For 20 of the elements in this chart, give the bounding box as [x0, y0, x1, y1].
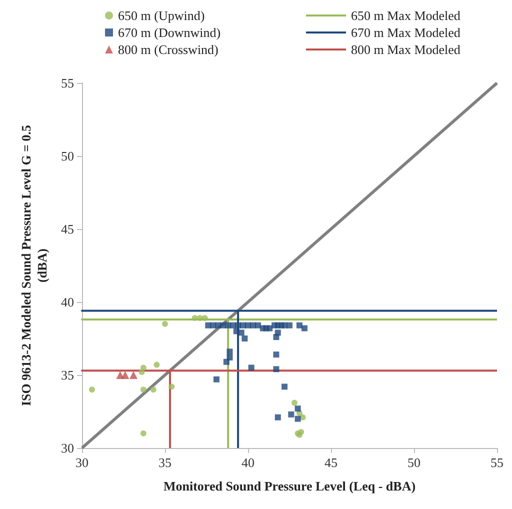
legend-label: 670 m Max Modeled — [351, 25, 461, 40]
x-tick-label: 55 — [490, 455, 504, 470]
legend-label: 800 m (Crosswind) — [118, 42, 218, 57]
y-tick-label: 50 — [61, 148, 74, 164]
x-axis-title: Monitored Sound Pressure Level (Leq - dBA) — [163, 478, 416, 494]
y-tick-label: 40 — [61, 294, 74, 310]
legend-label: 670 m (Downwind) — [118, 25, 221, 40]
legend-label: 800 m Max Modeled — [351, 42, 461, 57]
y-tick-label: 45 — [61, 222, 74, 236]
x-tick-label: 45 — [324, 455, 338, 470]
x-tick-label: 30 — [76, 455, 88, 470]
x-tick-label: 35 — [158, 455, 172, 470]
legend-label: 650 m Max Modeled — [351, 8, 461, 23]
y-tick-label: 35 — [61, 368, 74, 382]
x-tick-label: 40 — [242, 455, 254, 470]
legend-label: 650 m (Upwind) — [118, 8, 205, 23]
x-tick-label: 50 — [408, 455, 420, 470]
y-axis-title: ISO 9613-2 Modeled Sound Pressure Level G = 0.5 (dBA) — [18, 124, 50, 406]
y-tick-label: 55 — [61, 76, 74, 90]
y-tick-label: 30 — [61, 440, 74, 456]
